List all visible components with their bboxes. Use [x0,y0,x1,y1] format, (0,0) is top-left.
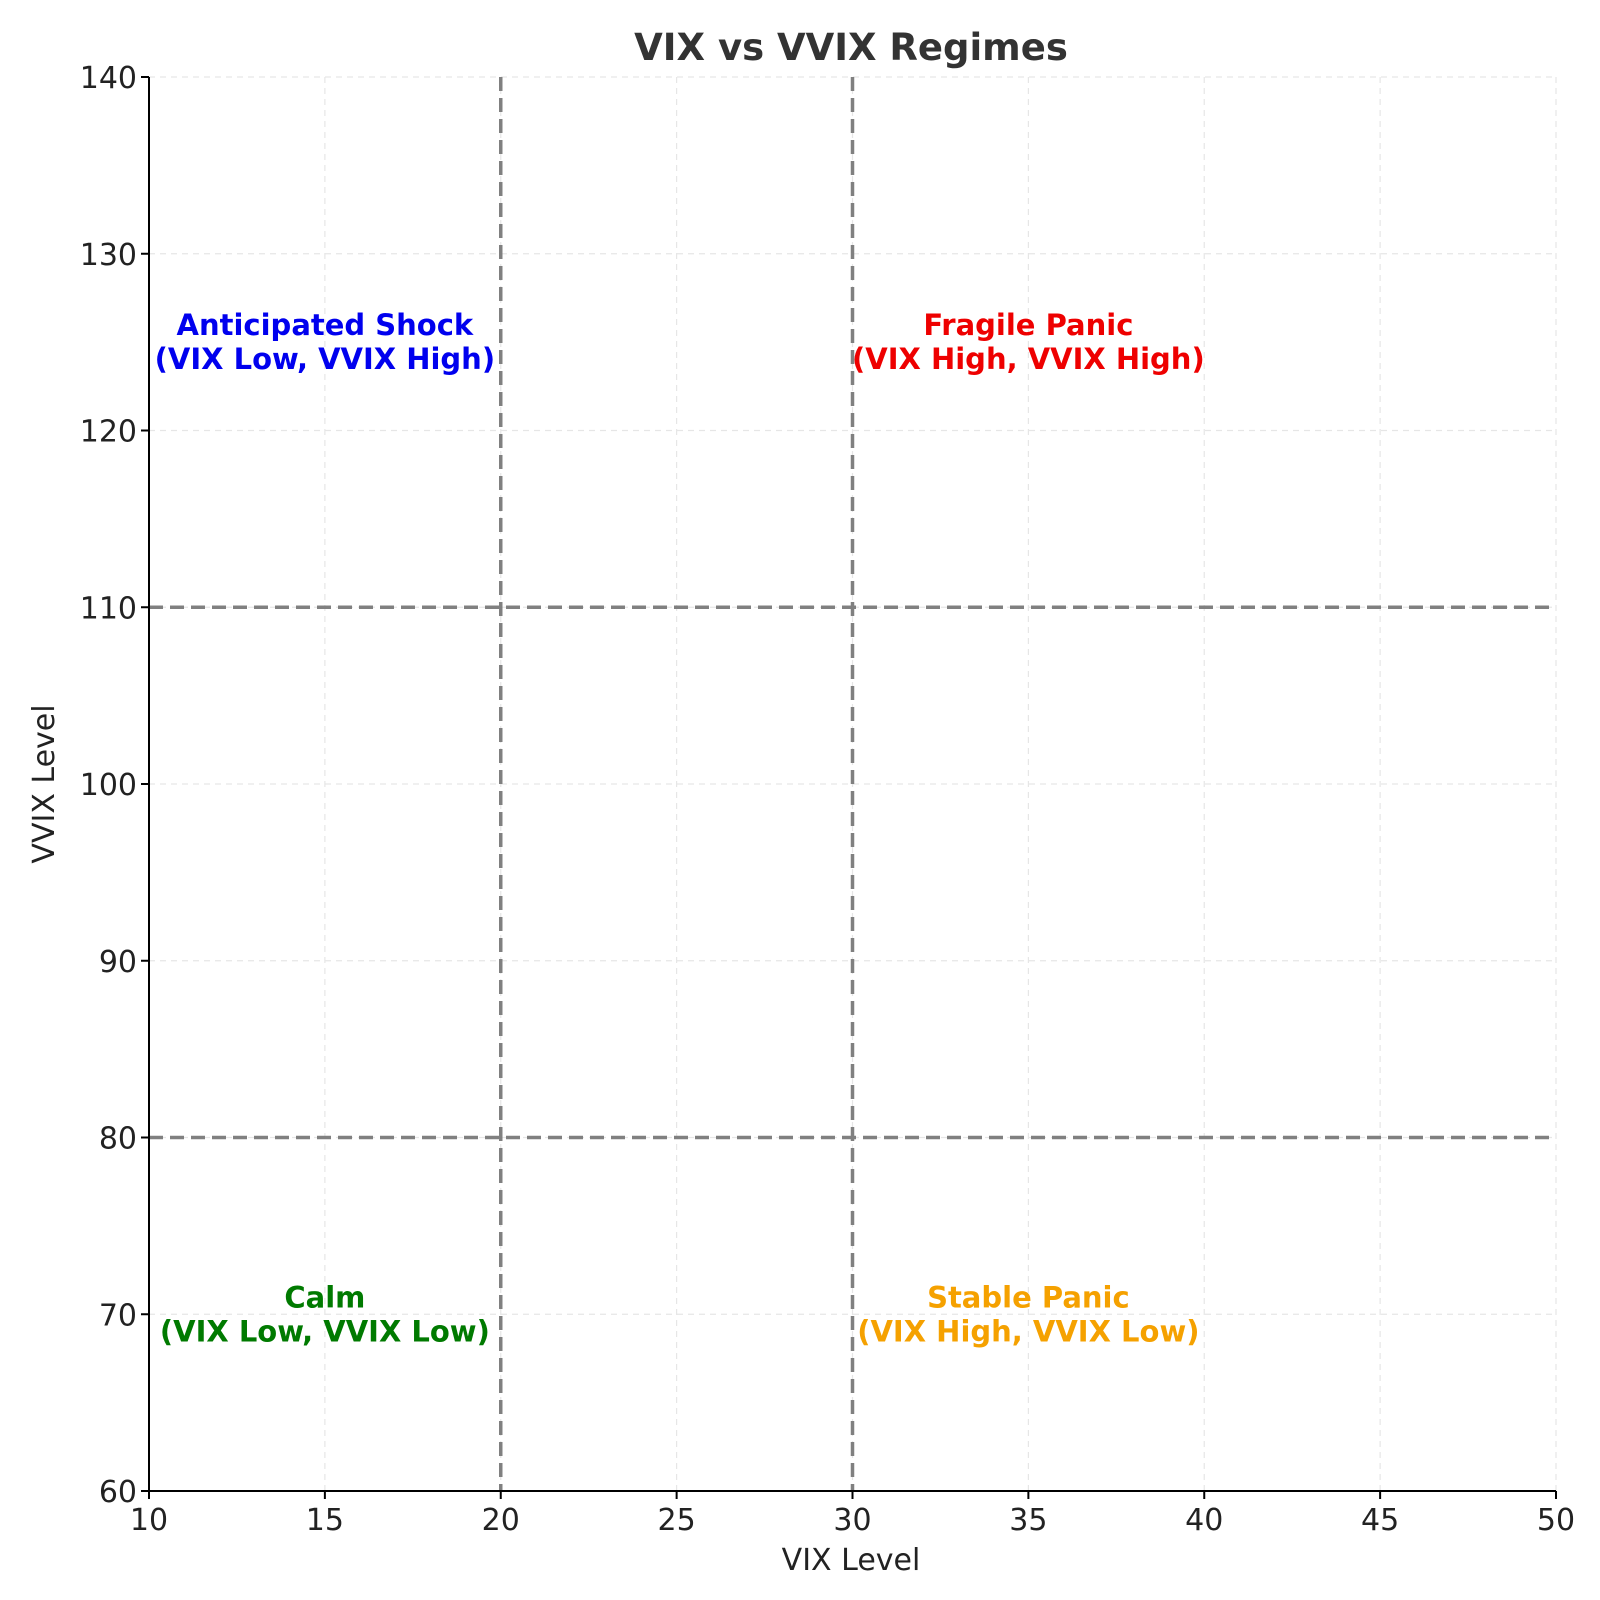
y-tick-label-110: 110 [80,591,137,626]
quadrant-label-anticipated-shock-line-2: (VIX Low, VVIX High) [155,342,495,376]
ticks-layer: 10 15 20 25 30 35 40 45 50 60 70 80 90 100 110 120 130 14… [80,61,1575,1538]
quadrant-label-anticipated-shock-line-1: Anticipated Shock [177,308,474,342]
y-tick-label-80: 80 [99,1122,137,1157]
y-tick-label-100: 100 [80,768,137,803]
x-tick-label-45: 45 [1361,1503,1399,1538]
quadrant-label-fragile-panic-line-2: (VIX High, VVIX High) [852,342,1205,376]
y-tick-label-120: 120 [80,415,137,450]
y-tick-label-60: 60 [99,1475,137,1510]
x-tick-label-15: 15 [306,1503,344,1538]
x-tick-label-50: 50 [1537,1503,1575,1538]
threshold-layer [149,77,1556,1491]
x-tick-label-40: 40 [1185,1503,1223,1538]
x-axis-label: VIX Level [782,1543,921,1578]
y-tick-label-90: 90 [99,945,137,980]
x-tick-label-30: 30 [833,1503,871,1538]
chart-title: VIX vs VVIX Regimes [634,26,1068,69]
quadrant-label-calm: Calm (VIX Low, VVIX Low) [160,1280,490,1348]
quadrant-label-stable-panic-line-2: (VIX High, VVIX Low) [857,1314,1199,1348]
quadrant-label-stable-panic-line-1: Stable Panic [927,1280,1130,1314]
y-axis-label: VVIX Level [27,704,62,863]
y-tick-label-140: 140 [80,61,137,96]
quadrant-label-calm-line-1: Calm [284,1280,365,1314]
x-tick-label-25: 25 [658,1503,696,1538]
y-tick-label-130: 130 [80,238,137,273]
quadrant-label-fragile-panic: Fragile Panic (VIX High, VVIX High) [852,308,1205,376]
y-tick-label-70: 70 [99,1298,137,1333]
quadrant-label-stable-panic: Stable Panic (VIX High, VVIX Low) [857,1280,1199,1348]
annotation-layer: Anticipated Shock (VIX Low, VVIX High) Fra… [155,308,1205,1348]
x-tick-label-35: 35 [1009,1503,1047,1538]
x-tick-label-10: 10 [130,1503,168,1538]
x-tick-label-20: 20 [482,1503,520,1538]
quadrant-label-anticipated-shock: Anticipated Shock (VIX Low, VVIX High) [155,308,495,376]
quadrant-label-fragile-panic-line-1: Fragile Panic [923,308,1133,342]
quadrant-label-calm-line-2: (VIX Low, VVIX Low) [160,1314,490,1348]
